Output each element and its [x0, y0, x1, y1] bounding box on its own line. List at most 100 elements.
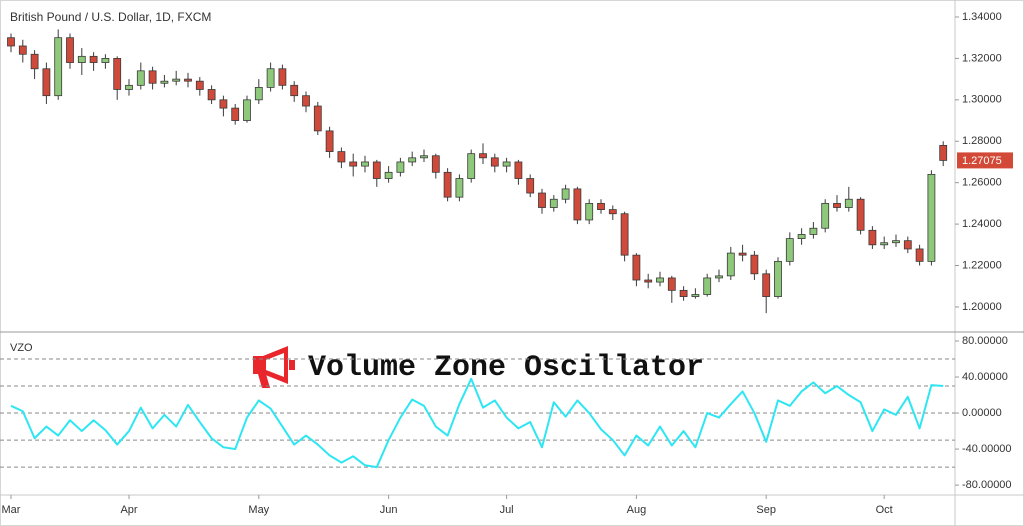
y-tick-label: 80.00000	[962, 335, 1008, 347]
candle-body	[455, 178, 464, 198]
vzo-line	[10, 377, 944, 469]
candle-body	[821, 202, 830, 229]
candle-body	[467, 153, 476, 179]
candle-body	[561, 188, 570, 200]
candle-body	[408, 157, 417, 163]
candle-body	[325, 130, 334, 153]
candle-body	[868, 229, 877, 246]
y-tick-label: 1.20000	[962, 301, 1002, 313]
candle-body	[431, 155, 440, 173]
y-tick-label: 1.22000	[962, 259, 1002, 271]
candle-body	[337, 151, 346, 163]
candle-body	[313, 105, 322, 132]
candle-body	[349, 161, 358, 167]
chart-title: British Pound / U.S. Dollar, 1D, FXCM	[10, 10, 211, 24]
last-price-label: 1.27075	[962, 155, 1002, 167]
candle-body	[632, 254, 641, 281]
candle-body	[490, 157, 499, 167]
y-tick-label: 0.00000	[962, 407, 1002, 419]
candle-body	[502, 161, 511, 167]
x-tick-label: May	[248, 504, 269, 516]
candle-body	[526, 178, 535, 194]
candle-body	[774, 260, 782, 297]
x-tick-label: Oct	[876, 504, 893, 516]
y-tick-label: 1.32000	[962, 52, 1002, 64]
candle-body	[679, 289, 688, 297]
candle-body	[278, 68, 287, 86]
candle-body	[939, 144, 948, 161]
candle-body	[892, 240, 900, 244]
y-tick-label: 1.24000	[962, 218, 1002, 230]
candle-body	[703, 277, 712, 295]
candle-body	[396, 161, 405, 173]
candle-body	[585, 202, 594, 221]
candle-body	[833, 202, 841, 208]
candle-body	[738, 252, 747, 256]
candle-body	[125, 84, 133, 90]
candle-body	[903, 240, 912, 250]
candle-body	[880, 242, 889, 246]
y-tick-label: 1.34000	[962, 11, 1002, 23]
last-price-box	[957, 152, 1013, 169]
y-tick-label: 1.28000	[962, 135, 1002, 147]
candle-body	[136, 70, 145, 86]
candle-body	[644, 279, 653, 283]
candle-body	[160, 80, 169, 84]
candle-body	[608, 209, 617, 215]
y-tick-label: 40.00000	[962, 371, 1008, 383]
candle-body	[549, 198, 558, 208]
candle-body	[54, 37, 63, 97]
candle-body	[514, 161, 523, 179]
candle-body	[266, 68, 275, 88]
candle-body	[691, 294, 700, 297]
candle-body	[18, 45, 27, 55]
candle-body	[42, 68, 51, 97]
candle-body	[30, 53, 39, 70]
candle-body	[290, 84, 299, 97]
candle-body	[915, 248, 924, 262]
indicator-title: VZO	[10, 342, 33, 354]
candle-body	[7, 37, 15, 47]
x-tick-label: Jul	[500, 504, 514, 516]
candle-body	[797, 234, 806, 239]
candle-body	[667, 277, 676, 291]
candle-body	[148, 70, 157, 84]
x-tick-label: Aug	[627, 504, 647, 516]
candle-body	[77, 55, 86, 63]
candle-body	[66, 37, 74, 63]
candle-body	[479, 153, 487, 159]
candle-body	[538, 192, 546, 208]
candles	[7, 29, 948, 314]
candle-body	[361, 161, 369, 167]
candle-body	[785, 238, 794, 262]
candle-body	[573, 188, 582, 221]
candle-body	[384, 171, 393, 179]
candle-body	[219, 99, 228, 109]
x-tick-label: Sep	[756, 504, 776, 516]
candle-body	[750, 254, 759, 275]
candle-body	[620, 213, 629, 256]
candle-body	[844, 198, 853, 208]
candle-body	[231, 107, 240, 121]
candle-body	[243, 99, 251, 121]
candle-body	[715, 275, 723, 279]
megaphone-icon	[253, 346, 295, 388]
candle-body	[927, 173, 936, 262]
candle-body	[254, 87, 263, 101]
candle-body	[856, 198, 865, 231]
candle-body	[184, 78, 192, 82]
x-tick-label: Apr	[120, 504, 137, 516]
candle-body	[89, 55, 98, 63]
candle-body	[372, 161, 381, 179]
candle-body	[172, 78, 181, 82]
candle-body	[597, 202, 605, 210]
candle-body	[656, 277, 664, 283]
y-tick-label: -80.00000	[962, 479, 1012, 491]
x-tick-label: Jun	[380, 504, 398, 516]
candle-body	[302, 95, 310, 107]
candle-body	[101, 58, 110, 63]
candle-body	[207, 89, 216, 101]
